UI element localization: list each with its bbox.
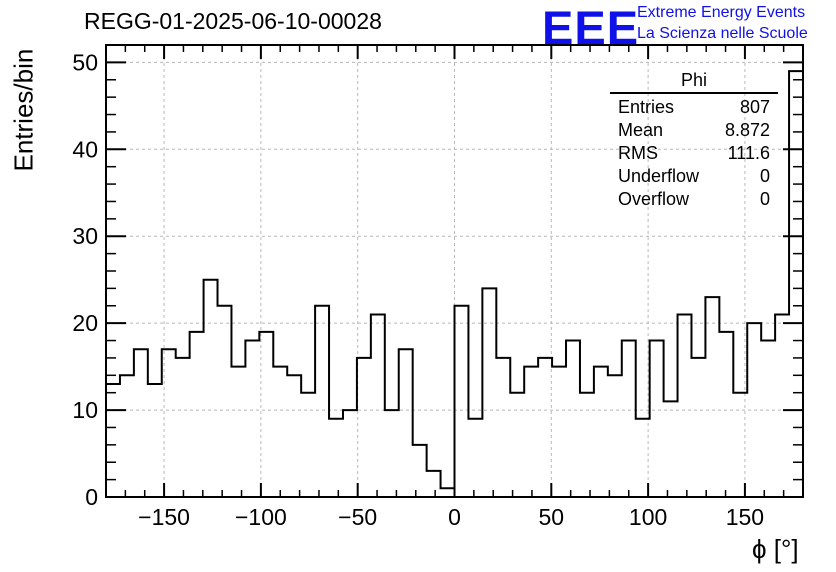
histogram-bin	[622, 341, 636, 497]
histogram-bin	[538, 358, 552, 497]
histogram-bin	[245, 341, 259, 497]
histogram-bin	[510, 393, 524, 497]
logo-line-2: La Scienza nelle Scuole	[637, 25, 808, 42]
histogram-bin	[231, 367, 245, 497]
stats-label: RMS	[618, 143, 658, 163]
stats-box: Phi Entries 807 Mean 8.872 RMS 111.6 Und…	[610, 70, 778, 211]
stats-row: Overflow 0	[610, 188, 778, 211]
histogram-bin	[343, 410, 357, 497]
histogram-bin	[148, 384, 162, 497]
histogram-bin	[371, 314, 385, 497]
histogram-bin	[761, 341, 775, 497]
histogram-bin	[120, 375, 134, 497]
histogram-outline	[106, 70, 803, 490]
y-tick-label: 40	[72, 136, 98, 162]
eee-logo: EEE	[542, 1, 640, 54]
stats-value: 0	[759, 189, 770, 209]
histogram-bin	[413, 445, 427, 497]
histogram-bin	[162, 349, 176, 497]
stats-label: Overflow	[618, 189, 690, 209]
histogram-bin	[552, 367, 566, 497]
chart-title: REGG-01-2025-06-10-00028	[84, 8, 382, 34]
histogram-bin	[399, 349, 413, 497]
y-tick-label: 50	[72, 49, 98, 75]
histogram-bin	[273, 367, 287, 497]
histogram-bin	[496, 358, 510, 497]
histogram-bin	[691, 358, 705, 497]
histogram-bin	[664, 401, 678, 497]
histogram-bin	[524, 367, 538, 497]
histogram-bin	[733, 393, 747, 497]
histogram-bin	[176, 358, 190, 497]
histogram-bin	[775, 314, 789, 497]
stats-label: Mean	[618, 120, 664, 140]
y-tick-label: 0	[85, 484, 98, 510]
histogram-bin	[468, 419, 482, 497]
histogram-bin	[259, 332, 273, 497]
stats-label: Underflow	[618, 166, 700, 186]
histogram-bin	[747, 323, 761, 497]
y-tick-label: 30	[72, 223, 98, 249]
stats-value: 807	[739, 97, 770, 117]
histogram-bin	[705, 297, 719, 497]
histogram-bin	[218, 306, 232, 497]
histogram-bin	[329, 419, 343, 497]
histogram-bin	[385, 410, 399, 497]
histogram-bin	[594, 367, 608, 497]
logo-line-1: Extreme Energy Events	[637, 4, 806, 21]
x-axis-label: ϕ [°]	[752, 534, 799, 564]
histogram-bins	[106, 70, 803, 497]
histogram-bin	[482, 288, 496, 497]
stats-row: Entries 807	[610, 96, 778, 119]
histogram-bin	[608, 375, 622, 497]
stats-value: 8.872	[724, 120, 770, 140]
y-axis-label: Entries/bin	[8, 48, 39, 172]
axis-ticks: −150 −100 −50 0 50 100 150 0 10 20 30 40 50	[72, 45, 803, 530]
histogram-bin	[134, 349, 148, 497]
x-tick-label: 100	[629, 504, 667, 530]
stats-row: Mean 8.872	[610, 119, 778, 142]
y-tick-label: 20	[72, 310, 98, 336]
x-tick-label: −100	[235, 504, 287, 530]
x-tick-label: 50	[539, 504, 565, 530]
x-tick-label: 0	[448, 504, 461, 530]
stats-row: Underflow 0	[610, 165, 778, 188]
stats-label: Entries	[618, 97, 675, 117]
y-tick-label: 10	[72, 397, 98, 423]
histogram-bin	[427, 471, 441, 497]
histogram-bin	[455, 306, 469, 497]
x-tick-label: 150	[726, 504, 764, 530]
histogram-bin	[650, 341, 664, 497]
stats-title: Phi	[610, 70, 778, 94]
histogram-bin	[441, 488, 455, 497]
histogram-bin	[287, 375, 301, 497]
histogram-bin	[566, 341, 580, 497]
histogram-bin	[190, 332, 204, 497]
stats-value: 111.6	[727, 143, 770, 163]
stats-value: 0	[759, 166, 770, 186]
stats-row: RMS 111.6	[610, 142, 778, 165]
histogram-bin	[204, 280, 218, 497]
histogram-bin	[301, 393, 315, 497]
histogram-bin	[315, 306, 329, 497]
histogram-bin	[357, 358, 371, 497]
histogram-bin	[678, 314, 692, 497]
x-tick-label: −50	[338, 504, 377, 530]
histogram-bin	[580, 393, 594, 497]
histogram-bin	[789, 71, 803, 497]
x-tick-label: −150	[138, 504, 190, 530]
histogram-bin	[719, 332, 733, 497]
